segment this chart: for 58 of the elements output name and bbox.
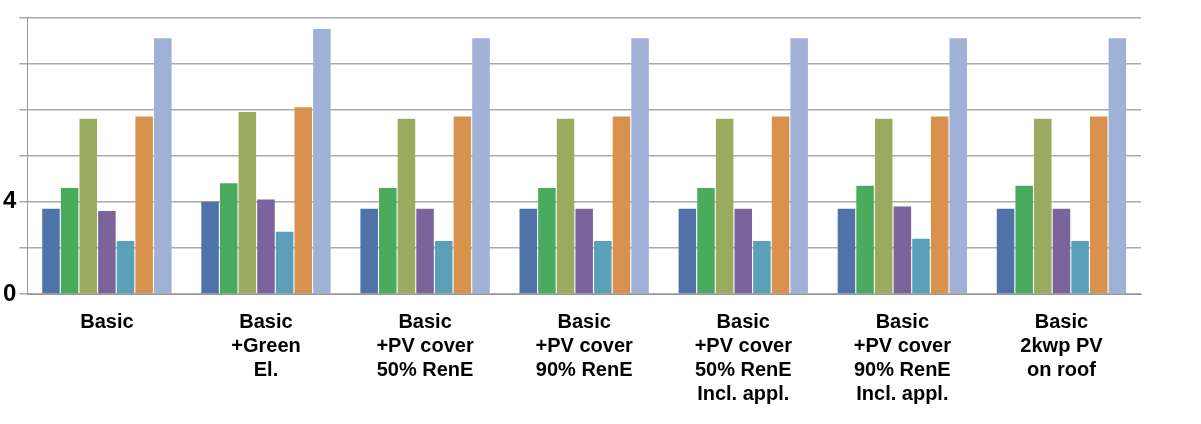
bar (1108, 38, 1127, 294)
bar (275, 231, 294, 294)
bar (313, 28, 331, 294)
bar (219, 183, 238, 294)
bar (294, 107, 313, 294)
bar (1071, 240, 1089, 294)
x-tick-label: Basic +PV cover 50% RenE Incl. appl. (694, 309, 793, 404)
bar (874, 118, 893, 294)
bar (379, 187, 397, 294)
bar (930, 116, 949, 294)
x-tick-label: Basic +PV cover 90% RenE (535, 309, 634, 380)
bar (697, 187, 715, 294)
bar (715, 118, 734, 294)
bar (594, 240, 612, 294)
bar (135, 116, 153, 294)
bar (734, 208, 753, 294)
bar (201, 201, 219, 294)
bar (790, 38, 808, 294)
bar (538, 187, 556, 294)
bar (472, 38, 490, 294)
y-tick-label: 4 (2, 186, 17, 214)
bar (1052, 208, 1071, 294)
y-tick-label: 0 (2, 278, 17, 306)
bar (416, 208, 434, 294)
bar (154, 38, 172, 294)
bar (98, 211, 116, 294)
bar (949, 38, 968, 294)
x-tick-label: Basic (80, 309, 134, 332)
bar (519, 208, 538, 294)
bar (631, 38, 649, 294)
bar (837, 208, 856, 294)
bar (612, 116, 631, 294)
bar (893, 206, 912, 294)
bar (1015, 185, 1033, 294)
bar (434, 240, 453, 294)
bar (79, 118, 98, 294)
bar (1034, 118, 1052, 294)
bar (257, 199, 275, 294)
x-tick-label: Basic +PV cover 50% RenE (376, 309, 474, 380)
bar (42, 208, 60, 294)
bar (753, 240, 771, 294)
x-tick-label: Basic 2kwp PV on roof (1020, 309, 1104, 380)
bar (912, 238, 930, 294)
x-tick-label: Basic +PV cover 90% RenE Incl. appl. (853, 309, 952, 404)
bar (856, 185, 874, 294)
bar (360, 208, 378, 294)
bar (678, 208, 697, 294)
bar (556, 118, 575, 294)
bar (60, 187, 79, 294)
bar (116, 240, 135, 294)
x-tick-label: Basic +Green El. (231, 309, 301, 380)
bar (397, 118, 416, 294)
bar (238, 111, 257, 294)
bar (771, 116, 790, 294)
bar (996, 208, 1015, 294)
bar (453, 116, 472, 294)
bar (1089, 116, 1108, 294)
bar (575, 208, 593, 294)
